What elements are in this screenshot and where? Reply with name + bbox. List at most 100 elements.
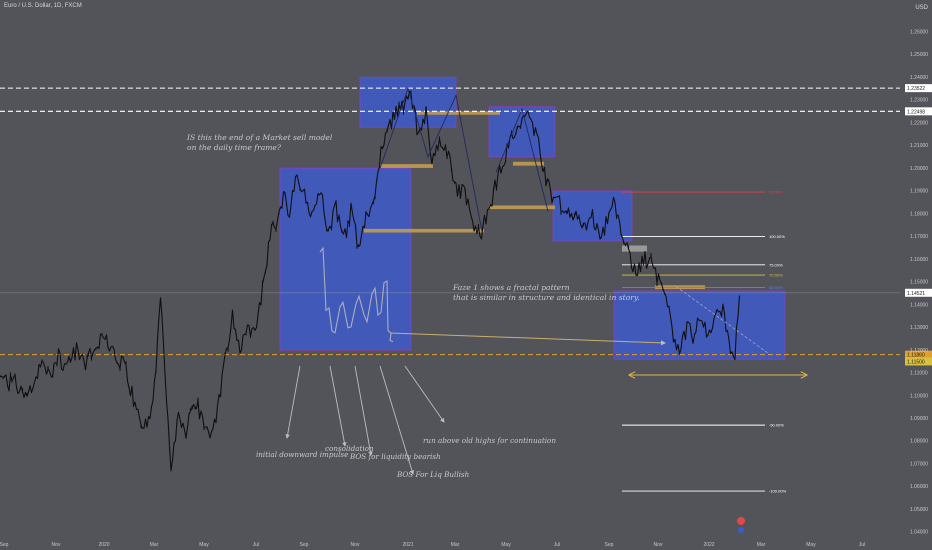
x-tick-label: Sep	[605, 542, 614, 548]
fib-label: 70.50%	[769, 273, 783, 278]
zone-supply-demand	[417, 111, 500, 115]
annotation-fractal-line2: that is similar in structure and identic…	[453, 293, 640, 302]
annotation-fractal-line1: Faze 1 shows a fractal pattern	[452, 283, 570, 292]
zone-grey	[622, 245, 647, 252]
x-tick-label: Jul	[859, 542, 865, 548]
y-tick-label: 1.14000	[910, 302, 928, 308]
annotation-arrow	[285, 365, 301, 439]
projection-line	[675, 286, 771, 355]
price-tag-bg	[905, 357, 932, 366]
zone-range-box	[279, 167, 412, 351]
zone-supply-demand	[513, 161, 544, 166]
x-tick-label: May	[199, 542, 209, 548]
x-tick-label: Mar	[150, 542, 159, 548]
y-tick-label: 1.20000	[910, 166, 928, 172]
x-tick-label: Nov	[351, 542, 360, 548]
price-tag-label: 1.22498	[907, 109, 925, 115]
zone-supply-demand	[489, 205, 555, 210]
fib-label: 75.00%	[769, 262, 783, 267]
annotation-arrow	[379, 365, 415, 475]
price-tag-label: 1.11500	[907, 359, 925, 365]
x-tick-label: Jul	[554, 542, 560, 548]
zone-range-box	[359, 76, 457, 128]
price-tag-bg	[905, 288, 932, 297]
x-tick-label: Sep	[300, 542, 309, 548]
annotation-consolidation: consolidation	[325, 444, 374, 453]
zone-supply-demand	[364, 228, 484, 233]
annotation-bos-bullish: BOS For Liq Bullish	[396, 470, 469, 479]
x-tick-label: Jul	[253, 542, 259, 548]
price-tag-label: 1.11860	[907, 353, 925, 359]
x-tick-label: Nov	[52, 542, 61, 548]
swing-line	[495, 107, 549, 212]
y-tick-label: 1.22000	[910, 120, 928, 126]
y-tick-label: 1.17000	[910, 234, 928, 240]
fractal-copy	[319, 246, 394, 343]
y-tick-label: 1.25000	[910, 52, 928, 58]
y-tick-label: 1.06000	[910, 484, 928, 490]
fib-label: 62.00%	[769, 285, 783, 290]
y-tick-label: 1.11000	[910, 371, 928, 377]
y-tick-label: 1.15000	[910, 280, 928, 286]
y-tick-label: 1.23000	[910, 98, 928, 104]
fib-label: 100.00%	[769, 234, 785, 239]
annotation-continuation: run above old highs for continuation	[423, 436, 556, 445]
flag-icon-base	[738, 527, 744, 533]
fib-label: 50.00%	[769, 190, 783, 195]
annotation-question-line1: IS this the end of a Market sell model	[186, 133, 333, 142]
y-tick-label: 1.13000	[910, 325, 928, 331]
y-tick-label: 1.08000	[910, 439, 928, 445]
y-tick-label: 1.09000	[910, 416, 928, 422]
price-layer	[0, 90, 741, 472]
price-tag-label: 1.23522	[907, 86, 925, 92]
zone-range-box	[613, 290, 786, 360]
zone-supply-demand	[380, 164, 433, 168]
x-tick-label: 2020	[98, 542, 109, 548]
y-tick-label: 1.07000	[910, 461, 928, 467]
y-tick-label: 1.16000	[910, 257, 928, 263]
zone-range-box	[488, 106, 556, 158]
y-tick-label: 1.10000	[910, 393, 928, 399]
swing-line	[379, 87, 483, 232]
x-tick-label: Sep	[0, 542, 9, 548]
zones-layer	[279, 76, 786, 360]
fib-label: -50.00%	[769, 423, 784, 428]
x-tick-label: Mar	[451, 542, 460, 548]
y-tick-label: 1.18000	[910, 211, 928, 217]
price-tag-label: 1.14521	[907, 291, 925, 297]
x-tick-label: 2021	[402, 542, 413, 548]
flag-icon	[737, 517, 745, 525]
levels-layer: 50.00% 100.00% 75.00% 70.50% 62.00% -50.00% -1…	[0, 87, 900, 494]
y-tick-label: 1.12000	[910, 348, 928, 354]
y-tick-label: 1.21000	[910, 143, 928, 149]
price-line	[0, 90, 741, 472]
fib-label: -100.00%	[769, 489, 787, 494]
x-tick-label: May	[806, 542, 816, 548]
annotation-arrow	[354, 365, 373, 456]
y-tick-label: 1.26000	[910, 29, 928, 35]
swing-lines-layer	[379, 87, 771, 355]
annotation-bos-bearish: BOS for liquidity bearish	[349, 452, 441, 461]
fractal-arrow	[389, 332, 666, 346]
price-tag-bg	[905, 107, 932, 116]
annotations-layer: IS this the end of a Market sell modelon…	[186, 133, 640, 479]
y-tick-label: 1.04000	[910, 530, 928, 536]
arrows-layer	[285, 332, 806, 475]
fractal-overlay	[319, 246, 394, 343]
annotation-arrow	[404, 365, 445, 423]
annotation-impulse: initial downward impulse	[256, 450, 348, 459]
x-tick-label: Mar	[757, 542, 766, 548]
annotation-question-line2: on the daily time frame?	[187, 143, 282, 152]
annotation-arrow	[329, 365, 347, 447]
symbol-title: Euro / U.S. Dollar, 1D, FXCM	[4, 3, 82, 9]
x-tick-label: May	[501, 542, 511, 548]
y-tick-label: 1.05000	[910, 507, 928, 513]
x-tick-label: Nov	[654, 542, 663, 548]
y-tick-label: 1.24000	[910, 75, 928, 81]
x-tick-label: 2022	[703, 542, 714, 548]
y-tick-label: 1.19000	[910, 189, 928, 195]
currency-label: USD	[915, 5, 928, 11]
price-tag-bg	[905, 84, 932, 93]
